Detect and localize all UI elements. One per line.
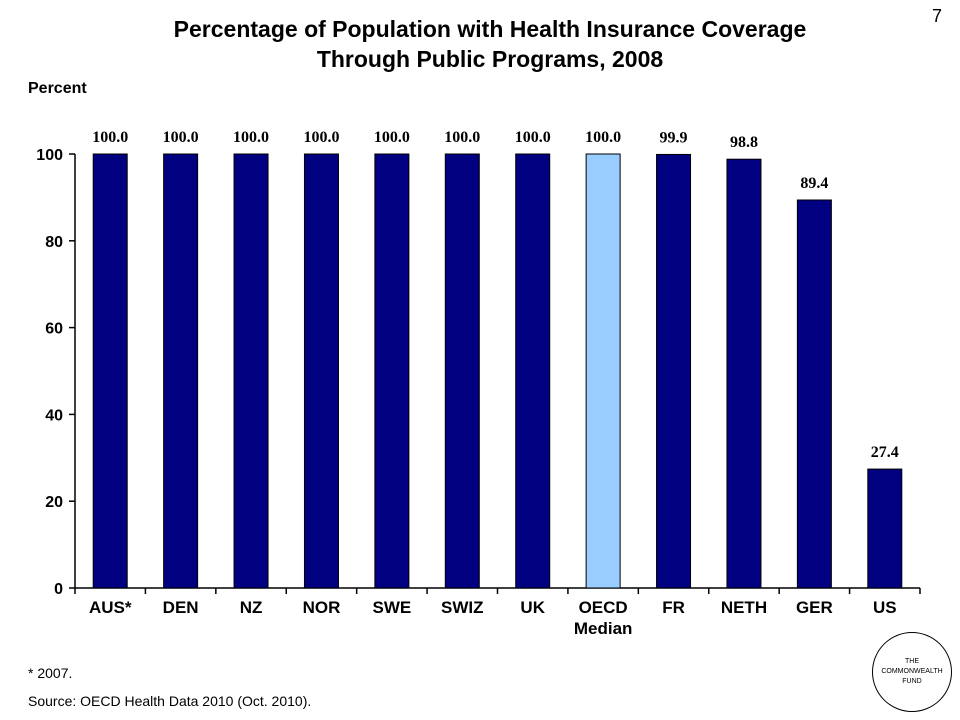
bar bbox=[726, 158, 762, 589]
chart-title: Percentage of Population with Health Ins… bbox=[60, 14, 920, 74]
bar bbox=[163, 153, 199, 589]
bar bbox=[796, 199, 832, 589]
data-label: 100.0 bbox=[374, 129, 410, 146]
x-tick-label: NETH bbox=[721, 598, 767, 617]
x-tick-label: DEN bbox=[163, 598, 199, 617]
y-tick-label: 40 bbox=[45, 407, 63, 424]
bar bbox=[515, 153, 551, 589]
footnote: * 2007. bbox=[28, 665, 73, 681]
bar-chart: 0 20 40 60 80 100 100.0 AUS* 100.0 DEN 100.0 NZ 100.… bbox=[36, 129, 921, 638]
data-label: 99.9 bbox=[660, 129, 688, 146]
x-tick-label: UK bbox=[520, 598, 545, 617]
x-tick-label: SWIZ bbox=[441, 598, 484, 617]
slide-number: 7 bbox=[931, 6, 942, 26]
data-label: 100.0 bbox=[92, 129, 128, 146]
bar bbox=[444, 153, 480, 589]
bar bbox=[867, 468, 903, 589]
logo-line: THE bbox=[905, 658, 919, 665]
data-label: 89.4 bbox=[800, 175, 828, 192]
x-tick-label: Median bbox=[574, 619, 633, 638]
x-tick-label: OECD bbox=[579, 598, 628, 617]
data-label: 100.0 bbox=[585, 129, 621, 146]
source-note: Source: OECD Health Data 2010 (Oct. 2010… bbox=[28, 693, 312, 709]
chart-title-line-1: Percentage of Population with Health Ins… bbox=[173, 16, 807, 42]
x-tick-label: GER bbox=[796, 598, 833, 617]
commonwealth-fund-logo: THE COMMONWEALTH FUND bbox=[872, 632, 952, 712]
data-label: 100.0 bbox=[233, 129, 269, 146]
x-tick-label: US bbox=[873, 598, 897, 617]
bar bbox=[92, 153, 128, 589]
data-label: 98.8 bbox=[730, 134, 758, 151]
y-axis-label: Percent bbox=[28, 80, 87, 97]
data-label: 100.0 bbox=[444, 129, 480, 146]
x-tick-label: AUS* bbox=[89, 598, 132, 617]
bar bbox=[374, 153, 410, 589]
logo-line: FUND bbox=[902, 678, 922, 685]
data-label: 100.0 bbox=[515, 129, 551, 146]
data-label: 100.0 bbox=[303, 129, 339, 146]
bar bbox=[233, 153, 269, 589]
data-label: 27.4 bbox=[871, 444, 899, 461]
bar bbox=[303, 153, 339, 589]
y-tick-label: 0 bbox=[54, 581, 63, 598]
bar bbox=[585, 153, 621, 589]
bar bbox=[656, 153, 692, 589]
x-tick-label: FR bbox=[662, 598, 685, 617]
data-label: 100.0 bbox=[163, 129, 199, 146]
x-tick-label: NOR bbox=[303, 598, 341, 617]
y-tick-label: 20 bbox=[45, 494, 63, 511]
chart-title-line-2: Through Public Programs, 2008 bbox=[316, 46, 664, 72]
logo-line: COMMONWEALTH bbox=[881, 668, 943, 675]
x-tick-label: SWE bbox=[373, 598, 412, 617]
y-tick-label: 80 bbox=[45, 234, 63, 251]
x-tick-label: NZ bbox=[240, 598, 263, 617]
y-tick-label: 60 bbox=[45, 321, 63, 338]
y-tick-label: 100 bbox=[36, 147, 63, 164]
